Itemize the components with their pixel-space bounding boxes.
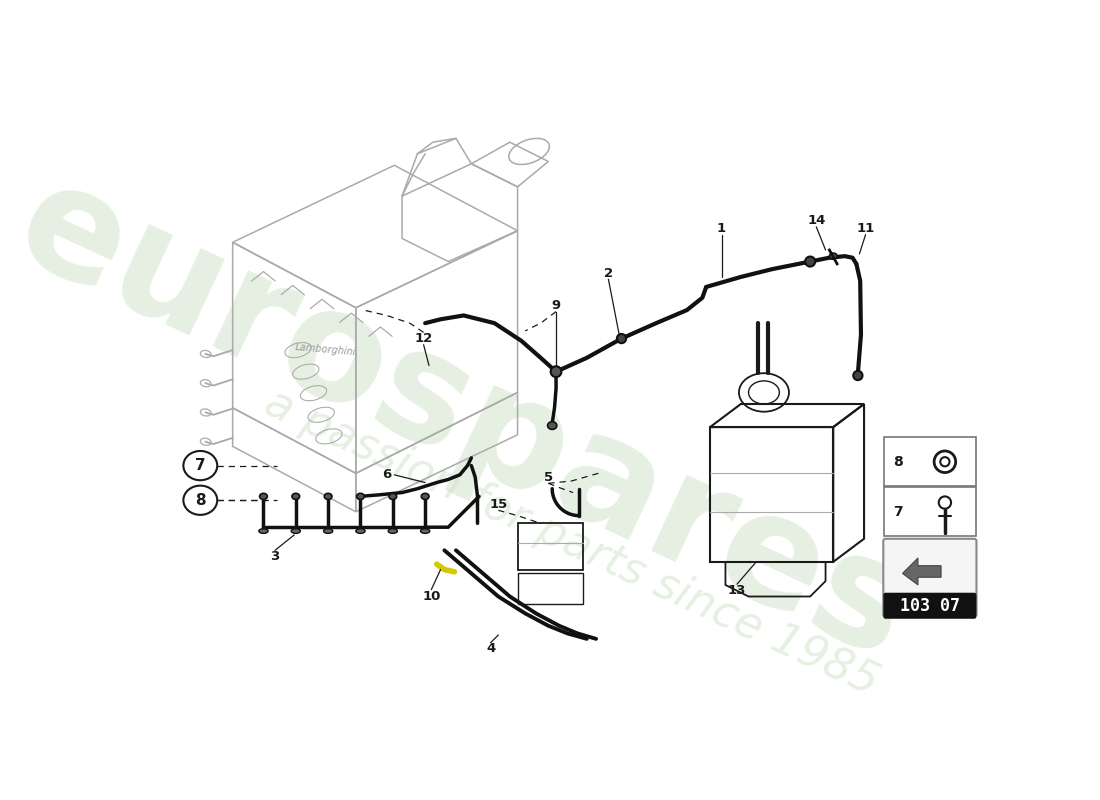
Ellipse shape	[829, 253, 837, 259]
Ellipse shape	[356, 494, 364, 499]
Text: 11: 11	[857, 222, 874, 235]
Ellipse shape	[805, 257, 815, 266]
Ellipse shape	[548, 422, 557, 430]
Ellipse shape	[260, 494, 267, 499]
Ellipse shape	[854, 371, 862, 380]
Ellipse shape	[551, 366, 561, 377]
Text: 1: 1	[717, 222, 726, 235]
Ellipse shape	[324, 494, 332, 499]
Text: 103 07: 103 07	[900, 597, 959, 614]
Text: 10: 10	[422, 590, 440, 603]
FancyBboxPatch shape	[883, 538, 977, 617]
Text: 14: 14	[807, 214, 825, 227]
Text: Lamborghini: Lamborghini	[295, 342, 356, 358]
Text: 7: 7	[893, 505, 903, 519]
Ellipse shape	[421, 494, 429, 499]
Ellipse shape	[420, 529, 430, 534]
Ellipse shape	[292, 529, 300, 534]
Text: 5: 5	[543, 470, 553, 484]
Text: 9: 9	[551, 299, 561, 312]
Ellipse shape	[617, 334, 626, 343]
Ellipse shape	[940, 457, 949, 466]
Text: 7: 7	[195, 458, 206, 473]
Text: eurospares: eurospares	[0, 148, 933, 691]
Ellipse shape	[389, 494, 397, 499]
Text: a passion for parts since 1985: a passion for parts since 1985	[257, 381, 886, 704]
Text: 6: 6	[382, 468, 392, 482]
Ellipse shape	[323, 529, 332, 534]
Text: 12: 12	[415, 332, 432, 345]
Ellipse shape	[258, 529, 268, 534]
Ellipse shape	[355, 529, 365, 534]
Ellipse shape	[292, 494, 299, 499]
Text: 4: 4	[486, 642, 495, 655]
Text: 2: 2	[604, 266, 613, 280]
Text: 3: 3	[271, 550, 279, 563]
Text: 13: 13	[728, 584, 746, 597]
Text: 15: 15	[490, 498, 507, 510]
Ellipse shape	[388, 529, 397, 534]
Text: 8: 8	[893, 454, 903, 469]
Polygon shape	[902, 558, 942, 585]
FancyBboxPatch shape	[884, 594, 976, 618]
Text: 8: 8	[195, 493, 206, 508]
